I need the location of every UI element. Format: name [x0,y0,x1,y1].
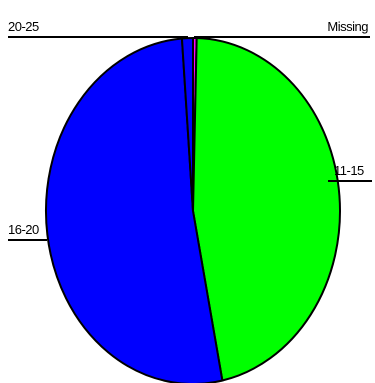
pie-slice-20-25 [180,36,194,212]
label-missing: Missing [327,19,368,34]
label-16-20: 16-20 [8,222,39,237]
label-20-25: 20-25 [8,19,39,34]
pie-slice-11-15 [191,37,341,382]
pie-slice-16-20 [44,37,224,383]
label-11-15: 11-15 [334,163,364,178]
pie-slices [44,36,341,383]
